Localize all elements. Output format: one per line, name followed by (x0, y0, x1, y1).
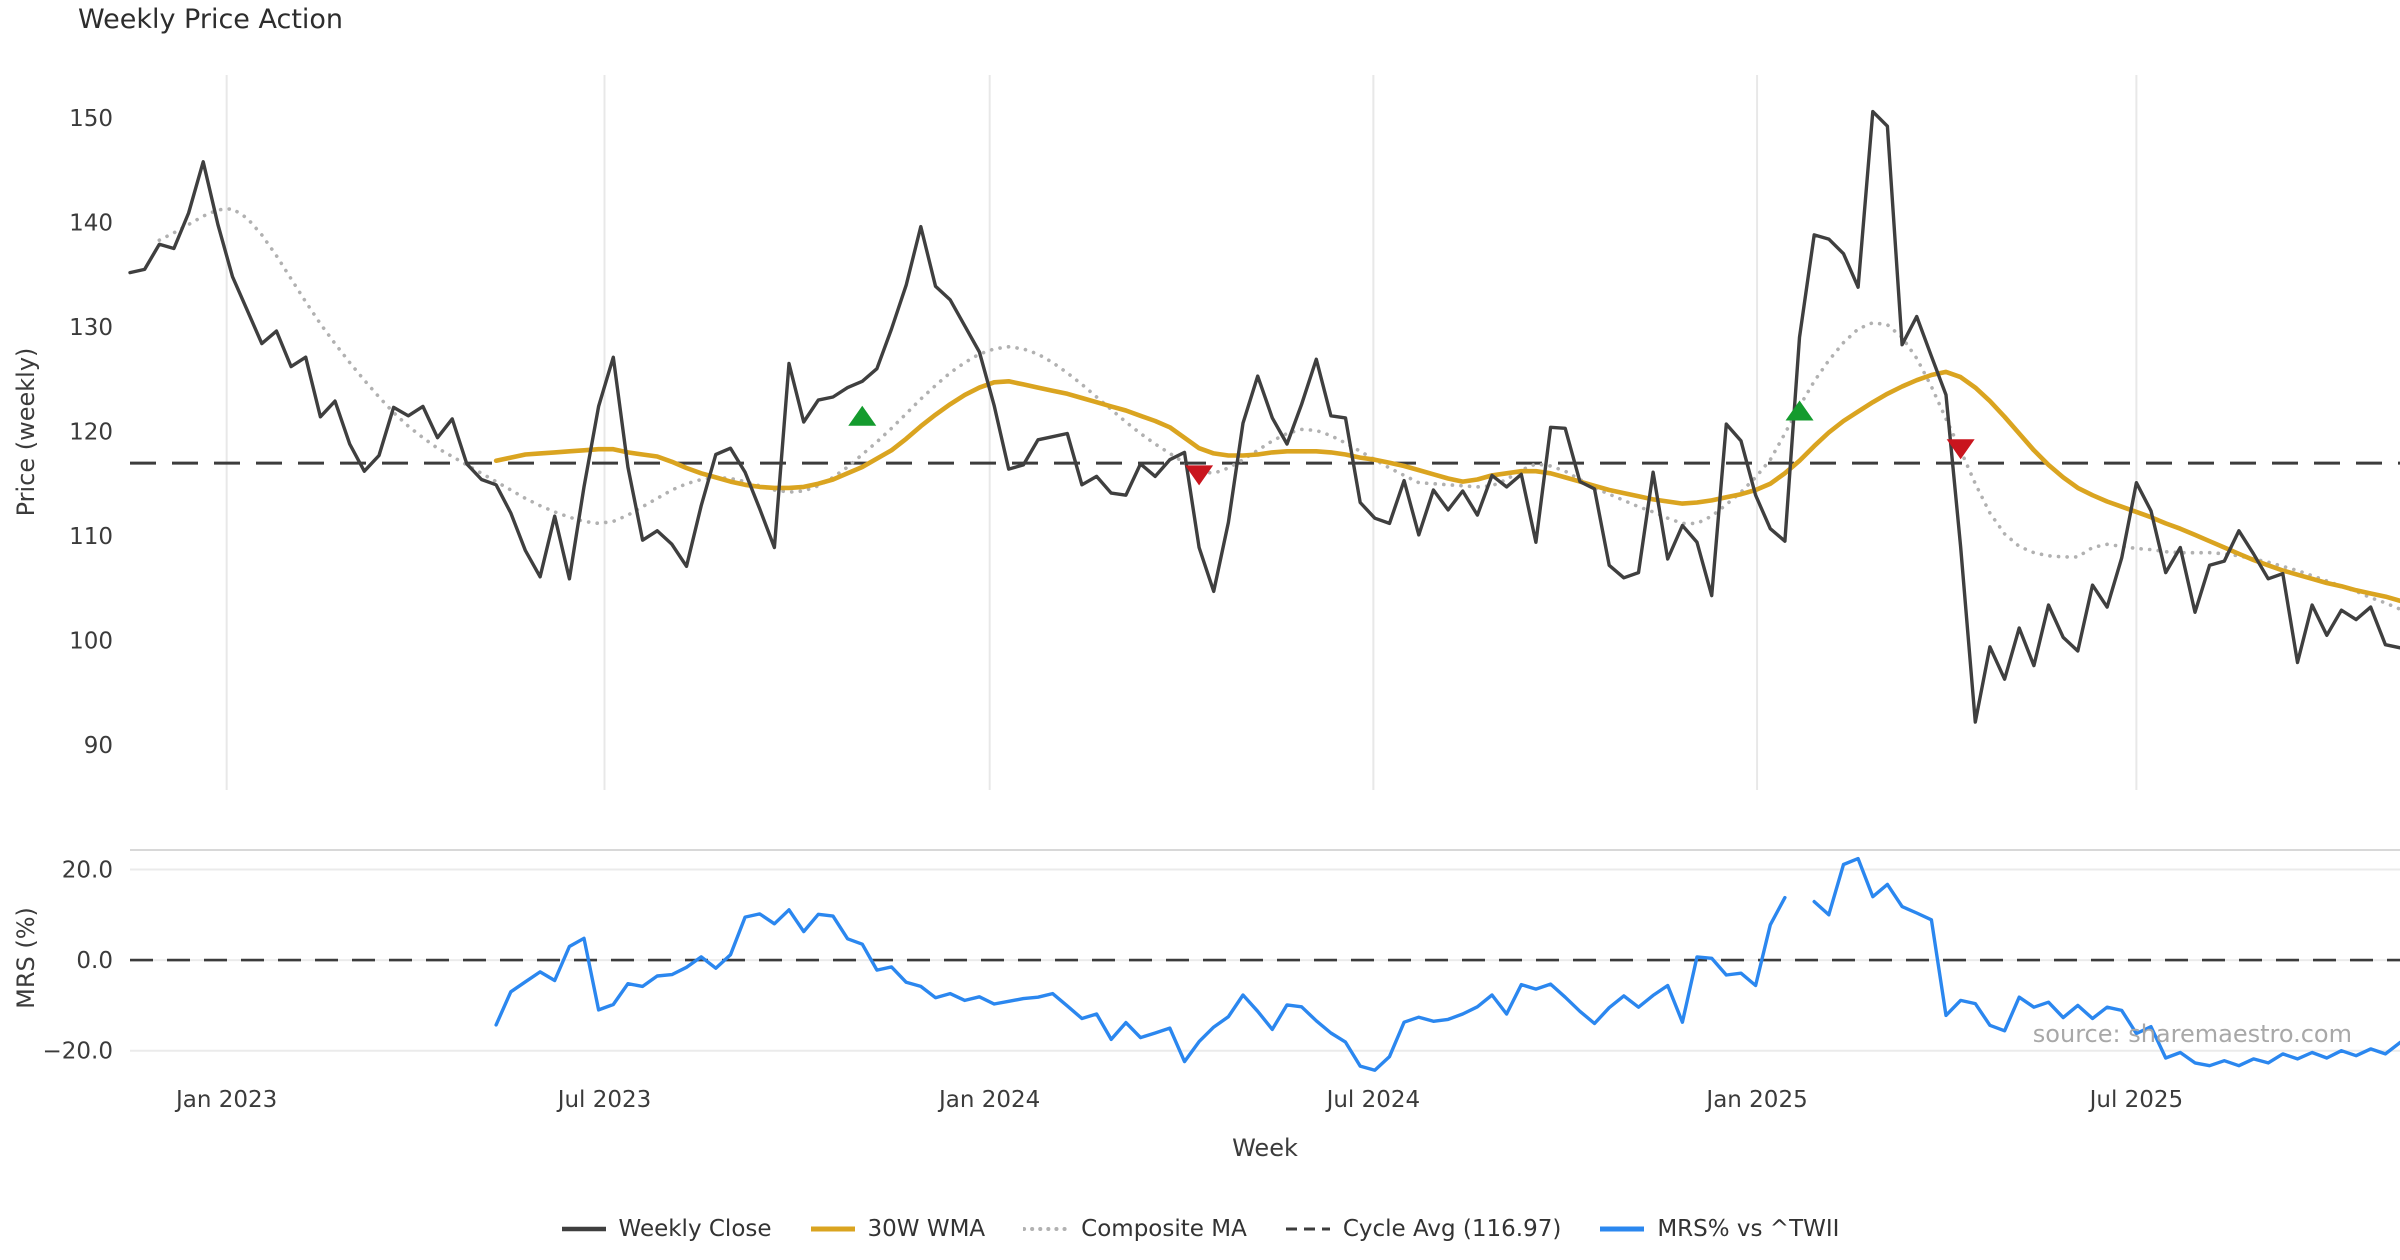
legend-swatch-solid (810, 1226, 855, 1232)
mrs-axis-label: MRS (%) (12, 907, 40, 1009)
price-ytick-label: 140 (69, 210, 113, 236)
xtick-label: Jul 2025 (2088, 1087, 2184, 1113)
legend-swatch-solid (1600, 1226, 1645, 1232)
x-axis-label: Week (1232, 1134, 1298, 1162)
legend-label: Composite MA (1081, 1216, 1247, 1242)
xtick-label: Jan 2025 (1704, 1087, 1807, 1113)
xtick-label: Jan 2023 (174, 1087, 277, 1113)
xtick-label: Jan 2024 (937, 1087, 1040, 1113)
legend-item-1: 30W WMA (810, 1216, 986, 1242)
price-ytick-label: 110 (69, 524, 113, 550)
page-title: Weekly Price Action (78, 4, 344, 35)
buy-signal-marker (848, 405, 877, 426)
price-ytick-label: 150 (69, 106, 113, 132)
source-watermark: source: sharemaestro.com (2032, 1020, 2352, 1048)
series-mrs-vs-twii (494, 856, 2400, 1072)
series-composite-ma (157, 207, 2400, 611)
price-ytick-label: 130 (69, 315, 113, 341)
price-ytick-label: 100 (69, 629, 113, 655)
xtick-label: Jul 2023 (556, 1087, 652, 1113)
sell-signal-marker (1946, 439, 1975, 460)
price-ytick-label: 120 (69, 419, 113, 445)
legend-swatch-dashed (1285, 1227, 1330, 1231)
legend-label: Cycle Avg (116.97) (1342, 1216, 1562, 1242)
legend-item-3: Cycle Avg (116.97) (1285, 1216, 1562, 1242)
legend-item-4: MRS% vs ^TWII (1599, 1216, 1839, 1242)
sell-signal-marker (1185, 465, 1214, 486)
series-30w-wma (493, 369, 2400, 604)
legend-swatch-dotted (1023, 1227, 1070, 1231)
mrs-ytick-label: −20.0 (43, 1039, 113, 1065)
legend-item-0: Weekly Close (561, 1216, 772, 1242)
buy-signal-marker (1785, 400, 1814, 421)
legend: Weekly Close 30W WMA Composite MA Cycle Avg… (0, 1216, 2400, 1242)
legend-swatch-solid (561, 1226, 606, 1232)
price-axis-label: Price (weekly) (12, 348, 40, 517)
legend-label: MRS% vs ^TWII (1657, 1216, 1840, 1242)
legend-label: Weekly Close (618, 1216, 772, 1242)
xtick-label: Jul 2024 (1325, 1087, 1421, 1113)
series-weekly-close (128, 109, 2400, 724)
price-ytick-label: 90 (84, 733, 113, 759)
mrs-ytick-label: 20.0 (62, 857, 113, 883)
mrs-ytick-label: 0.0 (76, 948, 113, 974)
legend-item-2: Composite MA (1023, 1216, 1247, 1242)
legend-label: 30W WMA (867, 1216, 986, 1242)
